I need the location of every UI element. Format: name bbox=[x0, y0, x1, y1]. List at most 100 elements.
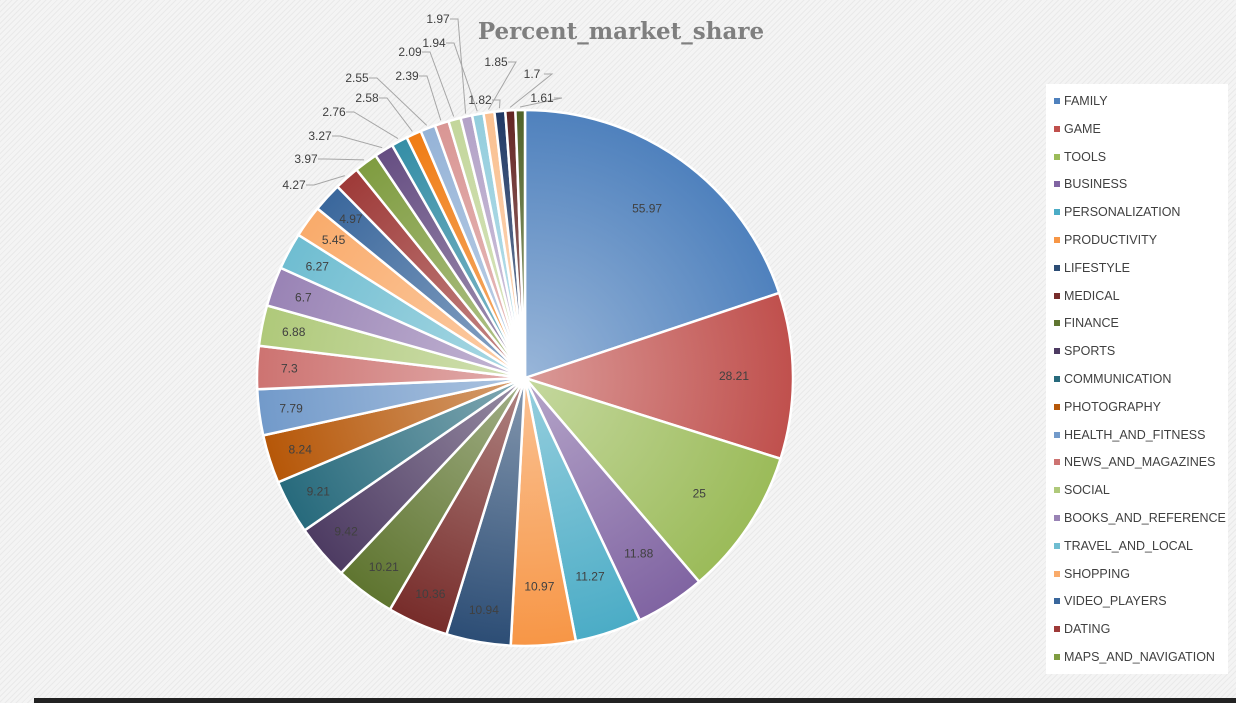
legend-item: HEALTH_AND_FITNESS bbox=[1054, 424, 1228, 446]
legend-label: GAME bbox=[1064, 121, 1101, 136]
data-label: 1.61 bbox=[530, 91, 554, 105]
data-label: 10.94 bbox=[469, 603, 499, 617]
data-label: 5.45 bbox=[322, 233, 346, 247]
legend-label: FINANCE bbox=[1064, 316, 1119, 331]
leader-line bbox=[519, 97, 563, 108]
data-label: 10.36 bbox=[415, 587, 445, 601]
legend-label: SOCIAL bbox=[1064, 483, 1110, 498]
legend-item: BUSINESS bbox=[1054, 173, 1228, 195]
data-label: 4.97 bbox=[339, 212, 363, 226]
legend-label: FAMILY bbox=[1064, 94, 1108, 108]
legend-label: MAPS_AND_NAVIGATION bbox=[1064, 649, 1215, 664]
data-label: 10.97 bbox=[524, 580, 554, 594]
leader-line bbox=[332, 135, 383, 149]
legend-item: PERSONALIZATION bbox=[1054, 201, 1228, 223]
legend-swatch bbox=[1054, 431, 1060, 438]
data-label: 1.82 bbox=[468, 93, 492, 107]
data-label: 2.58 bbox=[355, 91, 379, 105]
data-label: 6.27 bbox=[306, 259, 330, 273]
legend-swatch bbox=[1054, 459, 1060, 466]
window-bottom-edge bbox=[34, 698, 1236, 703]
legend-item: SPORTS bbox=[1054, 340, 1228, 362]
legend-item: NEWS_AND_MAGAZINES bbox=[1054, 451, 1228, 473]
data-label: 9.42 bbox=[334, 525, 358, 539]
pie-slices bbox=[255, 108, 795, 648]
data-label: 7.79 bbox=[279, 401, 303, 415]
data-label: 7.3 bbox=[281, 362, 298, 376]
legend-item: MEDICAL bbox=[1054, 285, 1228, 307]
legend-swatch bbox=[1054, 320, 1060, 327]
data-label: 8.24 bbox=[289, 442, 313, 456]
legend-swatch bbox=[1054, 292, 1060, 299]
data-label: 6.88 bbox=[282, 325, 306, 339]
legend-swatch bbox=[1054, 236, 1060, 243]
legend-swatch bbox=[1054, 403, 1060, 410]
legend-swatch bbox=[1054, 570, 1060, 577]
pie-slice bbox=[523, 108, 781, 380]
legend-swatch bbox=[1054, 653, 1060, 660]
pie-slice bbox=[520, 291, 795, 461]
data-label: 4.27 bbox=[282, 178, 306, 192]
legend-item: BOOKS_AND_REFERENCE bbox=[1054, 507, 1228, 529]
legend-item: PRODUCTIVITY bbox=[1054, 229, 1228, 251]
legend-swatch bbox=[1054, 626, 1060, 633]
chart-title: Percent_market_share bbox=[478, 18, 764, 45]
legend-item: FINANCE bbox=[1054, 312, 1228, 334]
legend-swatch bbox=[1054, 153, 1060, 160]
legend-swatch bbox=[1054, 542, 1060, 549]
legend-swatch bbox=[1054, 487, 1060, 494]
data-label: 11.88 bbox=[624, 546, 653, 560]
legend-item: COMMUNICATION bbox=[1054, 368, 1228, 390]
data-label: 3.27 bbox=[308, 129, 332, 143]
legend-swatch bbox=[1054, 264, 1060, 271]
legend-label: HEALTH_AND_FITNESS bbox=[1064, 427, 1206, 442]
leader-line bbox=[346, 111, 399, 140]
data-labels: 55.97 28.21 25 11.88 11.27 10.97 10.94 10.36 10.… bbox=[279, 12, 749, 617]
data-label: 10.21 bbox=[369, 560, 399, 574]
leader-line bbox=[446, 42, 478, 112]
legend-item: LIFESTYLE bbox=[1054, 257, 1228, 279]
leader-line bbox=[318, 158, 365, 161]
data-label: 2.09 bbox=[398, 45, 422, 59]
legend-label: DATING bbox=[1064, 622, 1111, 637]
legend-swatch bbox=[1054, 98, 1060, 104]
data-label: 1.97 bbox=[426, 12, 450, 26]
legend-item: DATING bbox=[1054, 618, 1228, 640]
legend-label: TOOLS bbox=[1064, 149, 1107, 164]
legend: FAMILY GAME TOOLS BUSINESS PERSONALIZATION PR… bbox=[1046, 84, 1228, 674]
leader-line bbox=[422, 51, 455, 117]
legend-item: GAME bbox=[1054, 118, 1228, 140]
data-label: 2.39 bbox=[395, 69, 419, 83]
leader-line bbox=[379, 97, 413, 132]
legend-label: PERSONALIZATION bbox=[1064, 205, 1181, 220]
leader-line bbox=[450, 18, 467, 114]
pie-slice bbox=[514, 108, 527, 379]
legend-label: NEWS_AND_MAGAZINES bbox=[1064, 455, 1216, 470]
legend-swatch bbox=[1054, 125, 1060, 132]
legend-label: TRAVEL_AND_LOCAL bbox=[1064, 538, 1193, 553]
legend-label: LIFESTYLE bbox=[1064, 260, 1130, 275]
legend-swatch bbox=[1054, 181, 1060, 188]
data-label: 9.21 bbox=[307, 485, 331, 499]
legend-label: PRODUCTIVITY bbox=[1064, 232, 1158, 247]
leader-line bbox=[509, 73, 554, 108]
legend-label: VIDEO_PLAYERS bbox=[1064, 594, 1167, 609]
legend-label: COMMUNICATION bbox=[1064, 371, 1172, 386]
legend-label: BUSINESS bbox=[1064, 177, 1128, 192]
data-label: 1.7 bbox=[524, 67, 541, 81]
data-label: 6.7 bbox=[295, 290, 312, 304]
leader-line bbox=[419, 75, 442, 121]
data-label: 1.85 bbox=[484, 55, 508, 69]
legend-item: TOOLS bbox=[1054, 146, 1228, 168]
legend-item: VIDEO_PLAYERS bbox=[1054, 590, 1228, 612]
legend-label: BOOKS_AND_REFERENCE bbox=[1064, 510, 1226, 525]
legend-label: SPORTS bbox=[1064, 344, 1116, 359]
legend-swatch bbox=[1054, 348, 1060, 355]
data-label: 11.27 bbox=[576, 570, 605, 584]
leader-line bbox=[492, 99, 501, 109]
data-label: 1.94 bbox=[422, 36, 446, 50]
legend-swatch bbox=[1054, 209, 1060, 216]
legend-item: TRAVEL_AND_LOCAL bbox=[1054, 535, 1228, 557]
